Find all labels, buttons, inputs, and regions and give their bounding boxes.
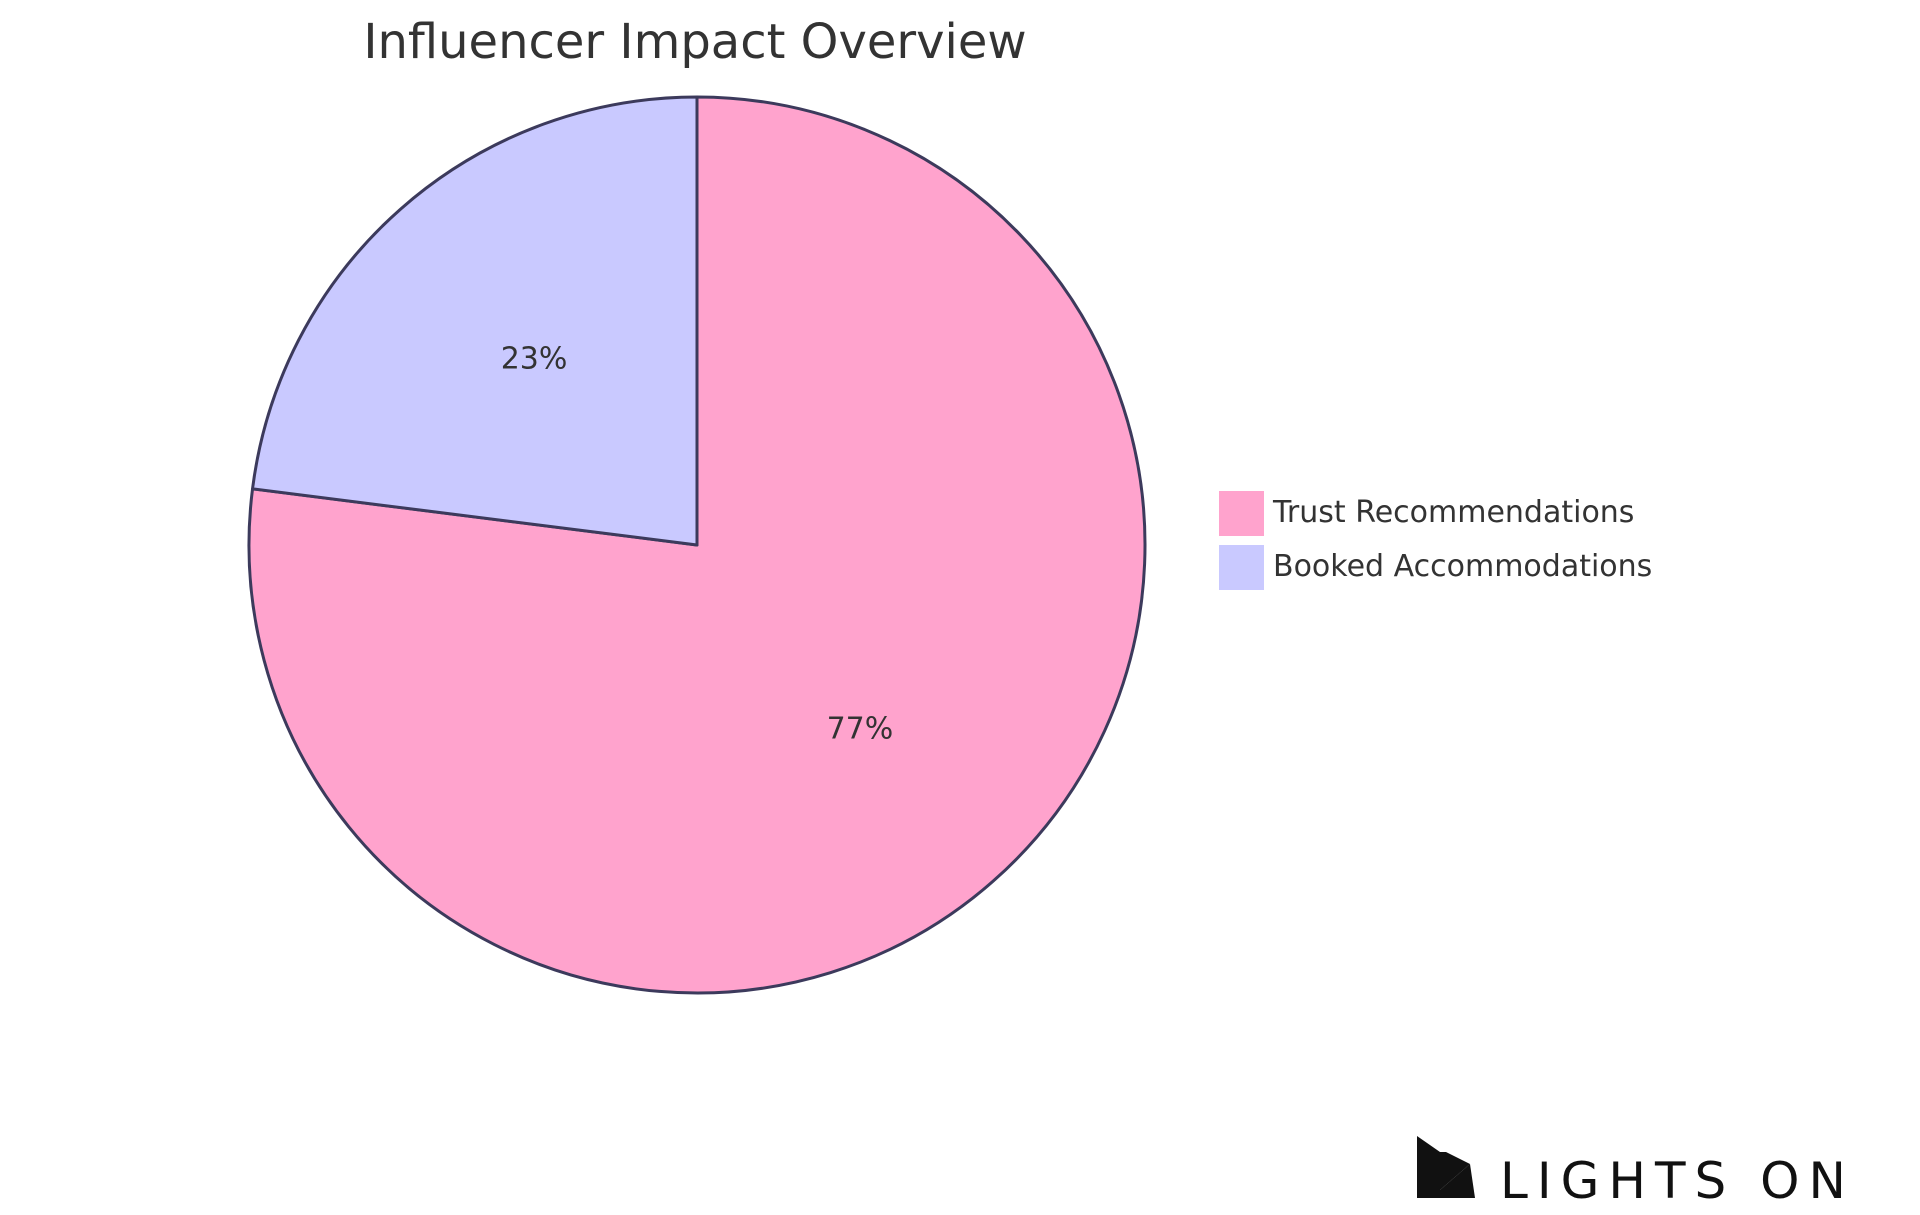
pie-slice-label: 23%	[501, 342, 568, 377]
legend: Trust Recommendations Booked Accommodatio…	[1219, 491, 1652, 590]
legend-swatch	[1219, 545, 1264, 590]
chart-title: Influencer Impact Overview	[363, 14, 1026, 70]
legend-swatch	[1219, 491, 1264, 536]
pie-slice-labels: 77% 23%	[501, 342, 894, 747]
brand-name: LIGHTS ON	[1500, 1152, 1855, 1210]
lights-on-logo-icon	[1417, 1136, 1475, 1198]
legend-label: Trust Recommendations	[1272, 495, 1634, 530]
pie-slice-booked-accommodations	[251, 95, 699, 547]
brand-logo: LIGHTS ON	[1417, 1136, 1855, 1210]
pie-slices	[247, 95, 1147, 995]
legend-label: Booked Accommodations	[1273, 549, 1652, 584]
pie-slice-label: 77%	[827, 711, 894, 746]
